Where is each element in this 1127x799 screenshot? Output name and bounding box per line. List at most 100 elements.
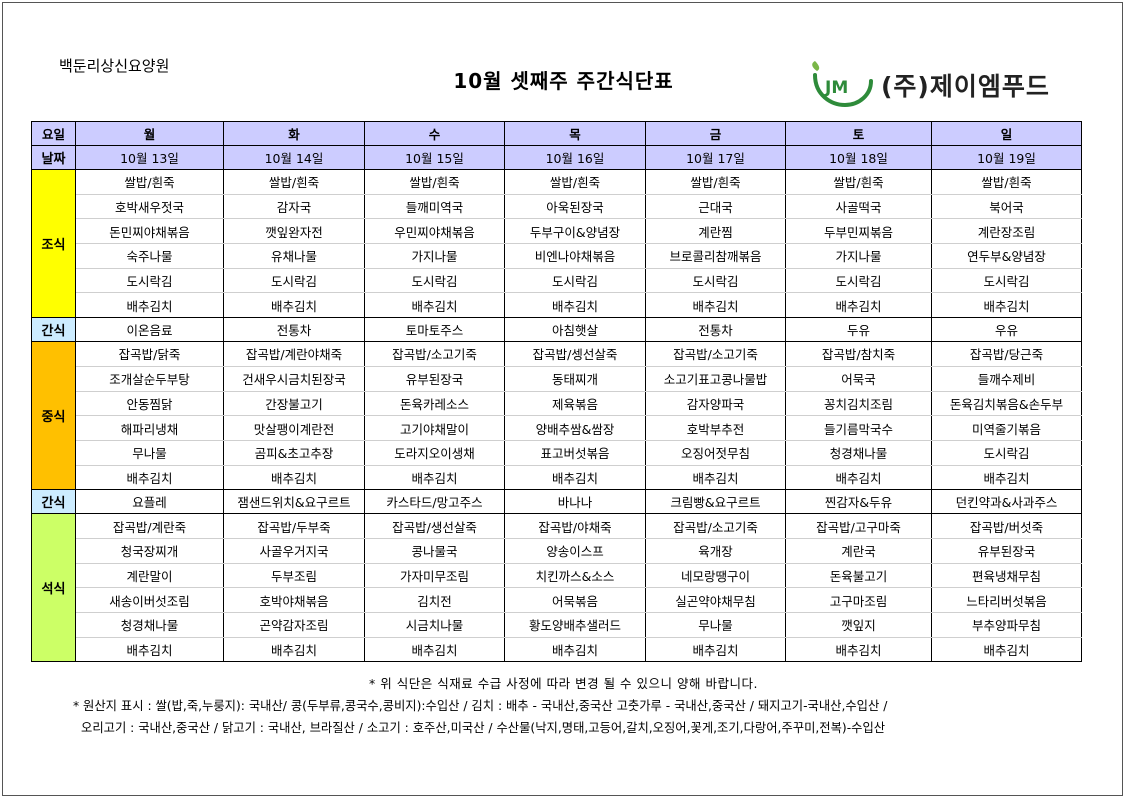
day-header: 화: [223, 121, 365, 146]
breakfast-row: 도시락김 도시락김 도시락김 도시락김 도시락김 도시락김 도시락김: [32, 268, 1082, 294]
menu-item-cell: 돈육불고기: [785, 563, 932, 589]
menu-item-cell: 쌀밥/흰죽: [645, 169, 786, 195]
menu-item-cell: 새송이버섯조림: [75, 587, 224, 613]
menu-item-cell: 들기름막국수: [785, 415, 932, 441]
menu-item-cell: 우유: [931, 317, 1082, 343]
menu-item-cell: 육개장: [645, 538, 786, 564]
menu-item-cell: 도시락김: [645, 268, 786, 294]
menu-item-cell: 해파리냉채: [75, 415, 224, 441]
menu-item-cell: 도라지오이생채: [364, 440, 505, 466]
menu-item-cell: 감자양파국: [645, 391, 786, 417]
menu-item-cell: 배추김치: [364, 465, 505, 491]
menu-item-cell: 어묵볶음: [504, 587, 646, 613]
lunch-row: 조개살순두부탕 건새우시금치된장국 유부된장국 동태찌개 소고기표고콩나물밥 어묵국 들깨수…: [32, 366, 1082, 392]
menu-item-cell: 깻잎지: [785, 612, 932, 638]
menu-item-cell: 잡곡밥/소고기죽: [364, 341, 505, 367]
menu-item-cell: 무나물: [645, 612, 786, 638]
lunch-label: 중식: [31, 341, 76, 491]
menu-item-cell: 어묵국: [785, 366, 932, 392]
menu-item-cell: 오징어젓무침: [645, 440, 786, 466]
menu-item-cell: 호박새우젓국: [75, 194, 224, 220]
snack2-row: 간식 요플레 잼샌드위치&요구르트 카스타드/망고주스 바나나 크림빵&요구르트 찐감자&두…: [31, 489, 1082, 515]
menu-item-cell: 들깨수제비: [931, 366, 1082, 392]
breakfast-row: 돈민찌야채볶음 깻잎완자전 우민찌야채볶음 두부구이&양념장 계란찜 두부민찌볶음 계란장조…: [32, 218, 1082, 245]
menu-item-cell: 배추김치: [645, 465, 786, 491]
menu-item-cell: 곤약감자조림: [223, 612, 365, 638]
menu-item-cell: 도시락김: [223, 268, 365, 294]
page-title: 10월 셋째주 주간식단표: [453, 69, 674, 93]
menu-item-cell: 쌀밥/흰죽: [223, 169, 365, 195]
menu-item-cell: 맛살팽이계란전: [223, 415, 365, 441]
jm-leaf-icon: JM: [812, 61, 873, 108]
menu-item-cell: 들깨미역국: [364, 194, 505, 220]
menu-item-cell: 유부된장국: [931, 538, 1082, 564]
menu-item-cell: 배추김치: [504, 292, 646, 319]
menu-item-cell: 크림빵&요구르트: [645, 489, 786, 515]
day-header: 수: [364, 121, 505, 146]
menu-item-cell: 소고기표고콩나물밥: [645, 366, 786, 392]
menu-item-cell: 양배추쌈&쌈장: [504, 415, 646, 441]
menu-item-cell: 청경채나물: [75, 612, 224, 638]
menu-item-cell: 간장불고기: [223, 391, 365, 417]
menu-item-cell: 배추김치: [645, 637, 786, 663]
menu-item-cell: 콩나물국: [364, 538, 505, 564]
org-name: 백둔리상신요양원: [59, 57, 170, 75]
menu-item-cell: 연두부&양념장: [931, 243, 1082, 269]
change-notice: * 위 식단은 식재료 수급 사정에 따라 변경 될 수 있으니 양해 바랍니다…: [369, 676, 758, 691]
day-header-row: 요일 월 화 수 목 금 토 일: [31, 121, 1082, 146]
menu-item-cell: 배추김치: [223, 637, 365, 663]
menu-item-cell: 감자국: [223, 194, 365, 220]
menu-item-cell: 전통차: [645, 317, 786, 343]
breakfast-row: 숙주나물 유채나물 가지나물 비엔나야채볶음 브로콜리참깨볶음 가지나물 연두부&양념장: [32, 243, 1082, 269]
day-label: 요일: [31, 121, 76, 146]
lunch-row: 무나물 곰피&초고추장 도라지오이생채 표고버섯볶음 오징어젓무침 청경채나물 도시락김: [32, 440, 1082, 466]
menu-item-cell: 미역줄기볶음: [931, 415, 1082, 441]
menu-item-cell: 잡곡밥/소고기죽: [645, 513, 786, 539]
date-cell: 10월 15일: [364, 145, 505, 170]
menu-item-cell: 가지나물: [785, 243, 932, 269]
menu-item-cell: 배추김치: [504, 465, 646, 491]
menu-item-cell: 아침햇살: [504, 317, 646, 343]
breakfast-row: 호박새우젓국 감자국 들깨미역국 아욱된장국 근대국 사골떡국 북어국: [32, 194, 1082, 220]
menu-item-cell: 시금치나물: [364, 612, 505, 638]
dinner-row: 청경채나물 곤약감자조림 시금치나물 황도양배추샐러드 무나물 깻잎지 부추양파무침: [32, 612, 1082, 638]
menu-item-cell: 편육냉채무침: [931, 563, 1082, 589]
menu-item-cell: 돈육카레소스: [364, 391, 505, 417]
lunch-row: 해파리냉채 맛살팽이계란전 고기야채말이 양배추쌈&쌈장 호박부추전 들기름막국수 미역줄기…: [32, 415, 1082, 441]
date-cell: 10월 17일: [645, 145, 786, 170]
menu-item-cell: 김치전: [364, 587, 505, 613]
menu-item-cell: 도시락김: [504, 268, 646, 294]
menu-item-cell: 배추김치: [785, 637, 932, 663]
menu-item-cell: 고구마조림: [785, 587, 932, 613]
weekly-menu-table: 요일 월 화 수 목 금 토 일 날짜 10월 13일 10월 14일 10월 …: [31, 121, 1082, 663]
menu-item-cell: 배추김치: [75, 465, 224, 491]
day-header: 일: [931, 121, 1082, 146]
menu-item-cell: 조개살순두부탕: [75, 366, 224, 392]
menu-item-cell: 호박야채볶음: [223, 587, 365, 613]
menu-item-cell: 북어국: [931, 194, 1082, 220]
svg-text:JM: JM: [824, 78, 848, 98]
menu-item-cell: 가자미무조림: [364, 563, 505, 589]
menu-item-cell: 요플레: [75, 489, 224, 515]
menu-item-cell: 잡곡밥/버섯죽: [931, 513, 1082, 539]
menu-item-cell: 유부된장국: [364, 366, 505, 392]
menu-item-cell: 잡곡밥/소고기죽: [645, 341, 786, 367]
date-cell: 10월 19일: [931, 145, 1082, 170]
day-header: 금: [645, 121, 786, 146]
menu-item-cell: 배추김치: [785, 292, 932, 319]
day-header: 토: [785, 121, 932, 146]
menu-item-cell: 쌀밥/흰죽: [504, 169, 646, 195]
menu-item-cell: 배추김치: [504, 637, 646, 663]
menu-item-cell: 근대국: [645, 194, 786, 220]
menu-item-cell: 배추김치: [75, 292, 224, 319]
menu-item-cell: 무나물: [75, 440, 224, 466]
menu-item-cell: 돈육김치볶음&손두부: [931, 391, 1082, 417]
menu-item-cell: 잼샌드위치&요구르트: [223, 489, 365, 515]
menu-item-cell: 비엔나야채볶음: [504, 243, 646, 269]
menu-item-cell: 동태찌개: [504, 366, 646, 392]
menu-item-cell: 잡곡밥/야채죽: [504, 513, 646, 539]
menu-item-cell: 배추김치: [931, 637, 1082, 663]
menu-item-cell: 잡곡밥/참치죽: [785, 341, 932, 367]
menu-item-cell: 곰피&초고추장: [223, 440, 365, 466]
